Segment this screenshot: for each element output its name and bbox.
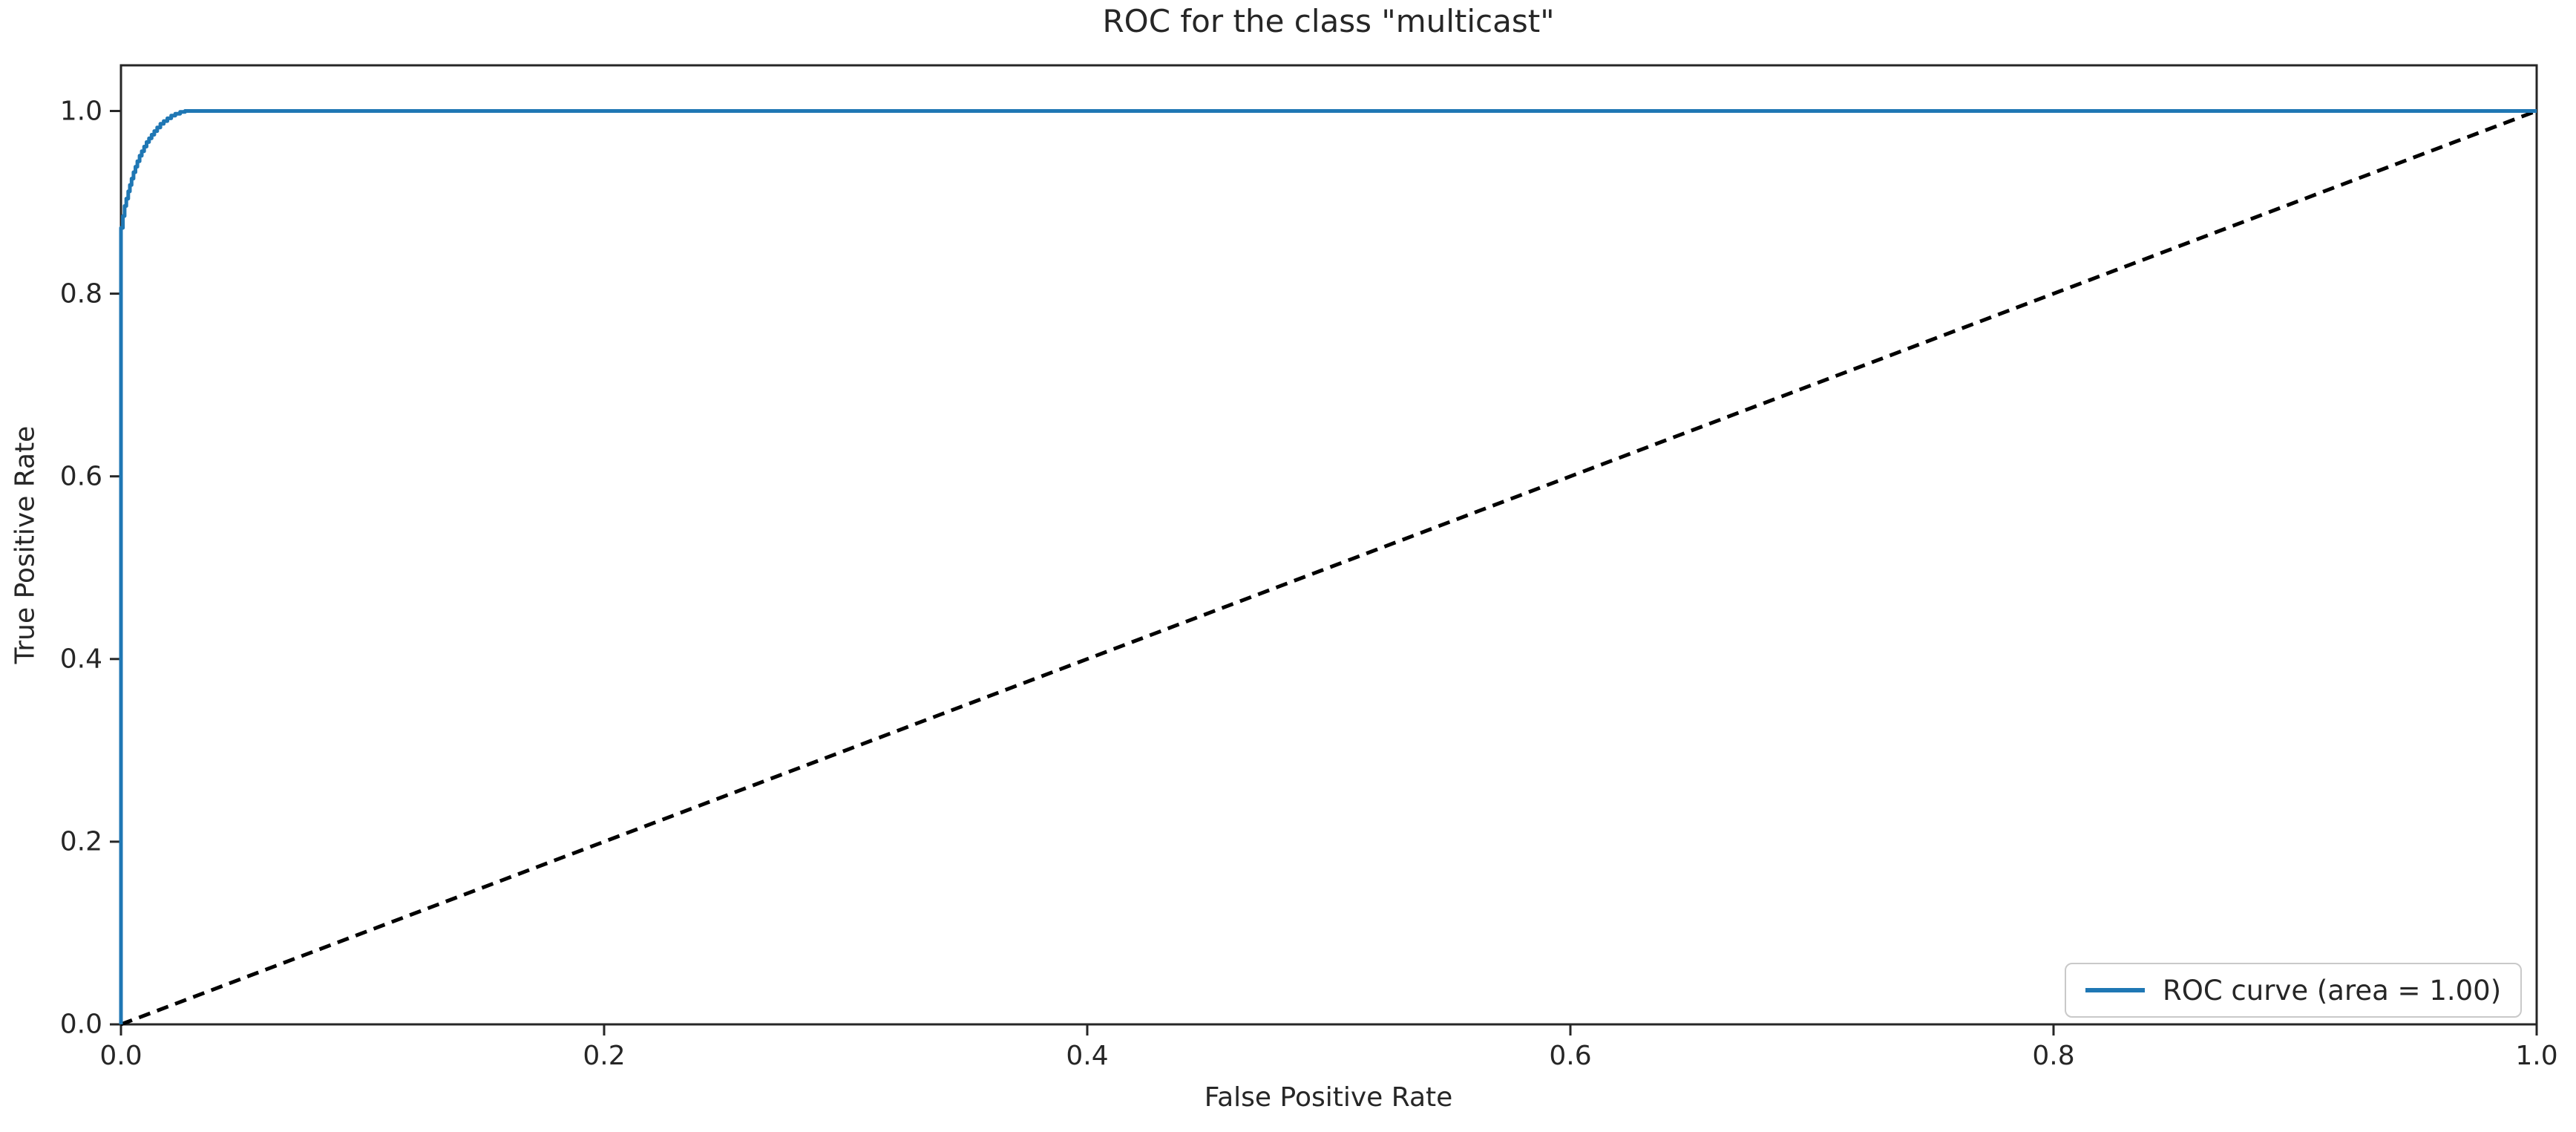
x-tick-label: 0.2 bbox=[583, 1041, 626, 1071]
y-tick-label: 0.8 bbox=[59, 278, 102, 310]
y-tick-label: 0.6 bbox=[59, 461, 102, 492]
x-tick-label: 0.0 bbox=[99, 1041, 142, 1071]
x-tick-label: 1.0 bbox=[2515, 1041, 2558, 1071]
chance-diagonal-line bbox=[120, 109, 2537, 1027]
legend-roc-line-sample bbox=[2085, 988, 2145, 992]
y-tick-label: 0.4 bbox=[59, 644, 102, 675]
x-tick-label: 0.6 bbox=[1549, 1041, 1592, 1071]
x-tick-label: 0.8 bbox=[2032, 1041, 2075, 1071]
chart-title: ROC for the class "multicast" bbox=[1102, 3, 1555, 39]
roc-curve-line bbox=[119, 109, 2537, 1024]
y-tick-label: 0.0 bbox=[59, 1009, 102, 1040]
axes-spines bbox=[119, 64, 2538, 1026]
x-axis-label: False Positive Rate bbox=[1204, 1082, 1453, 1113]
y-tick-label: 1.0 bbox=[59, 96, 102, 127]
legend-label: ROC curve (area = 1.00) bbox=[2163, 974, 2502, 1007]
legend-box: ROC curve (area = 1.00) bbox=[2065, 963, 2523, 1018]
tick-marks bbox=[110, 110, 2538, 1036]
x-tick-label: 0.4 bbox=[1066, 1041, 1109, 1071]
y-tick-label: 0.2 bbox=[59, 826, 102, 857]
